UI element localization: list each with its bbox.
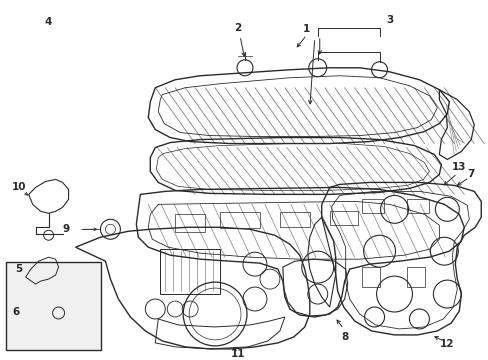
Text: 10: 10 [11,183,26,192]
Bar [407,267,425,287]
Bar [175,214,204,232]
Text: 6: 6 [12,307,20,317]
Text: 3: 3 [385,15,392,25]
Text: 13: 13 [451,162,466,172]
Text: 11: 11 [230,349,245,359]
Bar [361,267,379,287]
Bar [160,249,220,294]
Text: 9: 9 [62,224,69,234]
Text: 12: 12 [439,339,454,349]
Text: 5: 5 [15,264,22,274]
Text: 8: 8 [340,332,347,342]
Bar [329,211,357,225]
Bar [6,262,101,350]
Text: 1: 1 [303,24,310,34]
Bar [407,199,428,213]
Bar [361,199,383,213]
Bar [220,212,260,228]
Text: 2: 2 [234,23,241,33]
Bar [279,212,309,227]
Text: 4: 4 [45,17,52,27]
Text: 7: 7 [467,170,474,179]
